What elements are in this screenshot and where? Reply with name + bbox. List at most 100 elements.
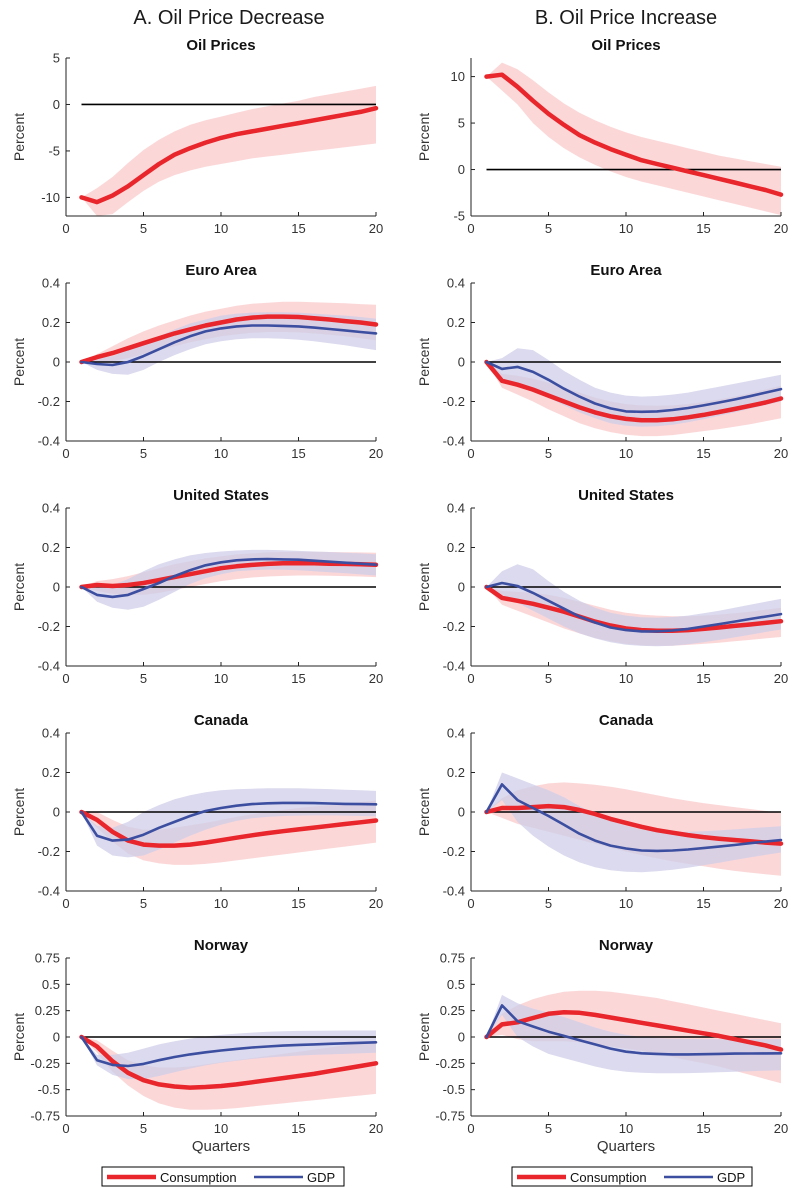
gdp-line	[80, 801, 378, 842]
y-tick-label: 0.25	[35, 1003, 60, 1018]
y-tick-label: 0	[53, 805, 60, 820]
y-tick-label: 0.2	[447, 315, 465, 330]
y-tick-label: 0	[53, 1030, 60, 1045]
x-tick-label: 10	[619, 221, 633, 236]
gdp-line	[80, 324, 378, 367]
consumption-line	[79, 561, 379, 590]
y-tick-label: -10	[41, 190, 60, 205]
panel-title: United States	[173, 487, 269, 504]
gdp-line	[485, 1004, 783, 1056]
legend-box	[101, 1166, 345, 1187]
consumption-line	[79, 809, 379, 848]
gdp-line	[80, 557, 378, 599]
y-tick-label: 0	[53, 355, 60, 370]
y-tick-label: 0	[458, 805, 465, 820]
y-tick-label: 5	[458, 116, 465, 131]
y-tick-label: 0.2	[447, 540, 465, 555]
y-tick-label: 0.25	[440, 1003, 465, 1018]
y-axis-label: Percent	[416, 788, 432, 836]
y-axis-label: Percent	[11, 1013, 27, 1061]
y-tick-label: -0.4	[38, 659, 60, 674]
legend-box	[511, 1166, 753, 1187]
y-tick-label: 0.5	[42, 977, 60, 992]
x-tick-label: 0	[62, 671, 69, 686]
x-tick-label: 15	[696, 896, 710, 911]
y-axis-label: Percent	[11, 788, 27, 836]
x-tick-label: 0	[62, 1121, 69, 1136]
consumption-line	[484, 803, 784, 846]
panel-title: Canada	[194, 712, 249, 729]
legend-left: Consumption GDP	[101, 1166, 345, 1187]
legend-label-gdp: GDP	[717, 1170, 745, 1185]
x-tick-label: 20	[774, 1121, 788, 1136]
y-tick-label: 0.4	[42, 501, 60, 516]
y-tick-label: -0.4	[443, 659, 465, 674]
chart-panel-canada-b: Canada 0 5 10 15 20 0.4 0.2 0 -0.2 -0.4 Percent	[416, 712, 788, 911]
y-tick-label: -0.5	[443, 1082, 465, 1097]
y-tick-label: -0.2	[443, 844, 465, 859]
gdp-line	[485, 581, 783, 633]
chart-panels: Oil Prices 0 5 10 15 20 5 0 -5 -10 Percent Oil Pric…	[11, 37, 788, 1155]
chart-panel-oil-prices-a: Oil Prices 0 5 10 15 20 5 0 -5 -10 Percent	[11, 37, 383, 236]
consumption-line	[484, 72, 784, 197]
y-tick-label: 0.4	[447, 501, 465, 516]
y-tick-label: 0.75	[35, 951, 60, 966]
legend-label-consumption: Consumption	[570, 1170, 647, 1185]
x-tick-label: 15	[291, 221, 305, 236]
legend-label-consumption: Consumption	[160, 1170, 237, 1185]
panel-title: Euro Area	[185, 262, 257, 279]
y-tick-label: 0.5	[447, 977, 465, 992]
x-tick-label: 20	[369, 446, 383, 461]
y-tick-label: -0.75	[435, 1109, 465, 1124]
y-tick-label: 0	[53, 97, 60, 112]
x-tick-label: 15	[291, 1121, 305, 1136]
panel-title: Norway	[194, 937, 249, 954]
x-tick-label: 20	[369, 221, 383, 236]
panel-title: Oil Prices	[186, 37, 255, 54]
panel-title: Canada	[599, 712, 654, 729]
x-tick-label: 10	[214, 446, 228, 461]
x-tick-label: 15	[696, 221, 710, 236]
x-tick-label: 5	[545, 896, 552, 911]
x-tick-label: 0	[467, 896, 474, 911]
y-axis-label: Percent	[11, 563, 27, 611]
y-tick-label: 0.4	[447, 276, 465, 291]
legend-label-gdp: GDP	[307, 1170, 335, 1185]
y-tick-label: -5	[48, 143, 60, 158]
chart-panel-united-states-a: United States 0 5 10 15 20 0.4 0.2 0 -0.2 -0.4 Perc…	[11, 487, 383, 686]
x-tick-label: 5	[140, 1121, 147, 1136]
chart-panel-united-states-b: United States 0 5 10 15 20 0.4 0.2 0 -0.2 -0.4 Perc…	[416, 487, 788, 686]
y-axis-label: Percent	[11, 338, 27, 386]
consumption-line	[484, 359, 784, 423]
consumption-line	[484, 584, 784, 634]
x-tick-label: 10	[619, 671, 633, 686]
chart-panel-euro-area-a: Euro Area 0 5 10 15 20 0.4 0.2 0 -0.2 -0.4 Percent	[11, 262, 383, 461]
x-tick-label: 10	[619, 446, 633, 461]
y-tick-label: -0.25	[30, 1056, 60, 1071]
y-tick-label: 0	[458, 355, 465, 370]
y-tick-label: 10	[451, 69, 465, 84]
x-tick-label: 10	[214, 896, 228, 911]
y-tick-label: 0.4	[42, 726, 60, 741]
consumption-line	[79, 1034, 379, 1090]
x-tick-label: 0	[467, 1121, 474, 1136]
x-tick-label: 5	[545, 1121, 552, 1136]
x-tick-label: 5	[545, 446, 552, 461]
consumption-line	[79, 105, 379, 205]
x-tick-label: 5	[140, 221, 147, 236]
x-tick-label: 0	[62, 896, 69, 911]
chart-panel-norway-b: Norway 0 5 10 15 20 0.75 0.5 0.25 0 -0.25 -0.5 -0.75…	[416, 937, 788, 1155]
x-tick-label: 20	[369, 1121, 383, 1136]
consumption-confidence-band	[81, 85, 376, 217]
legend-right: Consumption GDP	[511, 1166, 753, 1187]
x-tick-label: 15	[696, 446, 710, 461]
x-tick-label: 10	[214, 671, 228, 686]
panel-title: Oil Prices	[591, 37, 660, 54]
x-tick-label: 5	[545, 671, 552, 686]
chart-panel-norway-a: Norway 0 5 10 15 20 0.75 0.5 0.25 0 -0.25 -0.5 -0.75…	[11, 937, 383, 1155]
y-tick-label: 0.4	[447, 726, 465, 741]
y-axis-label: Percent	[416, 1013, 432, 1061]
x-tick-label: 15	[696, 1121, 710, 1136]
consumption-line	[484, 1009, 784, 1052]
